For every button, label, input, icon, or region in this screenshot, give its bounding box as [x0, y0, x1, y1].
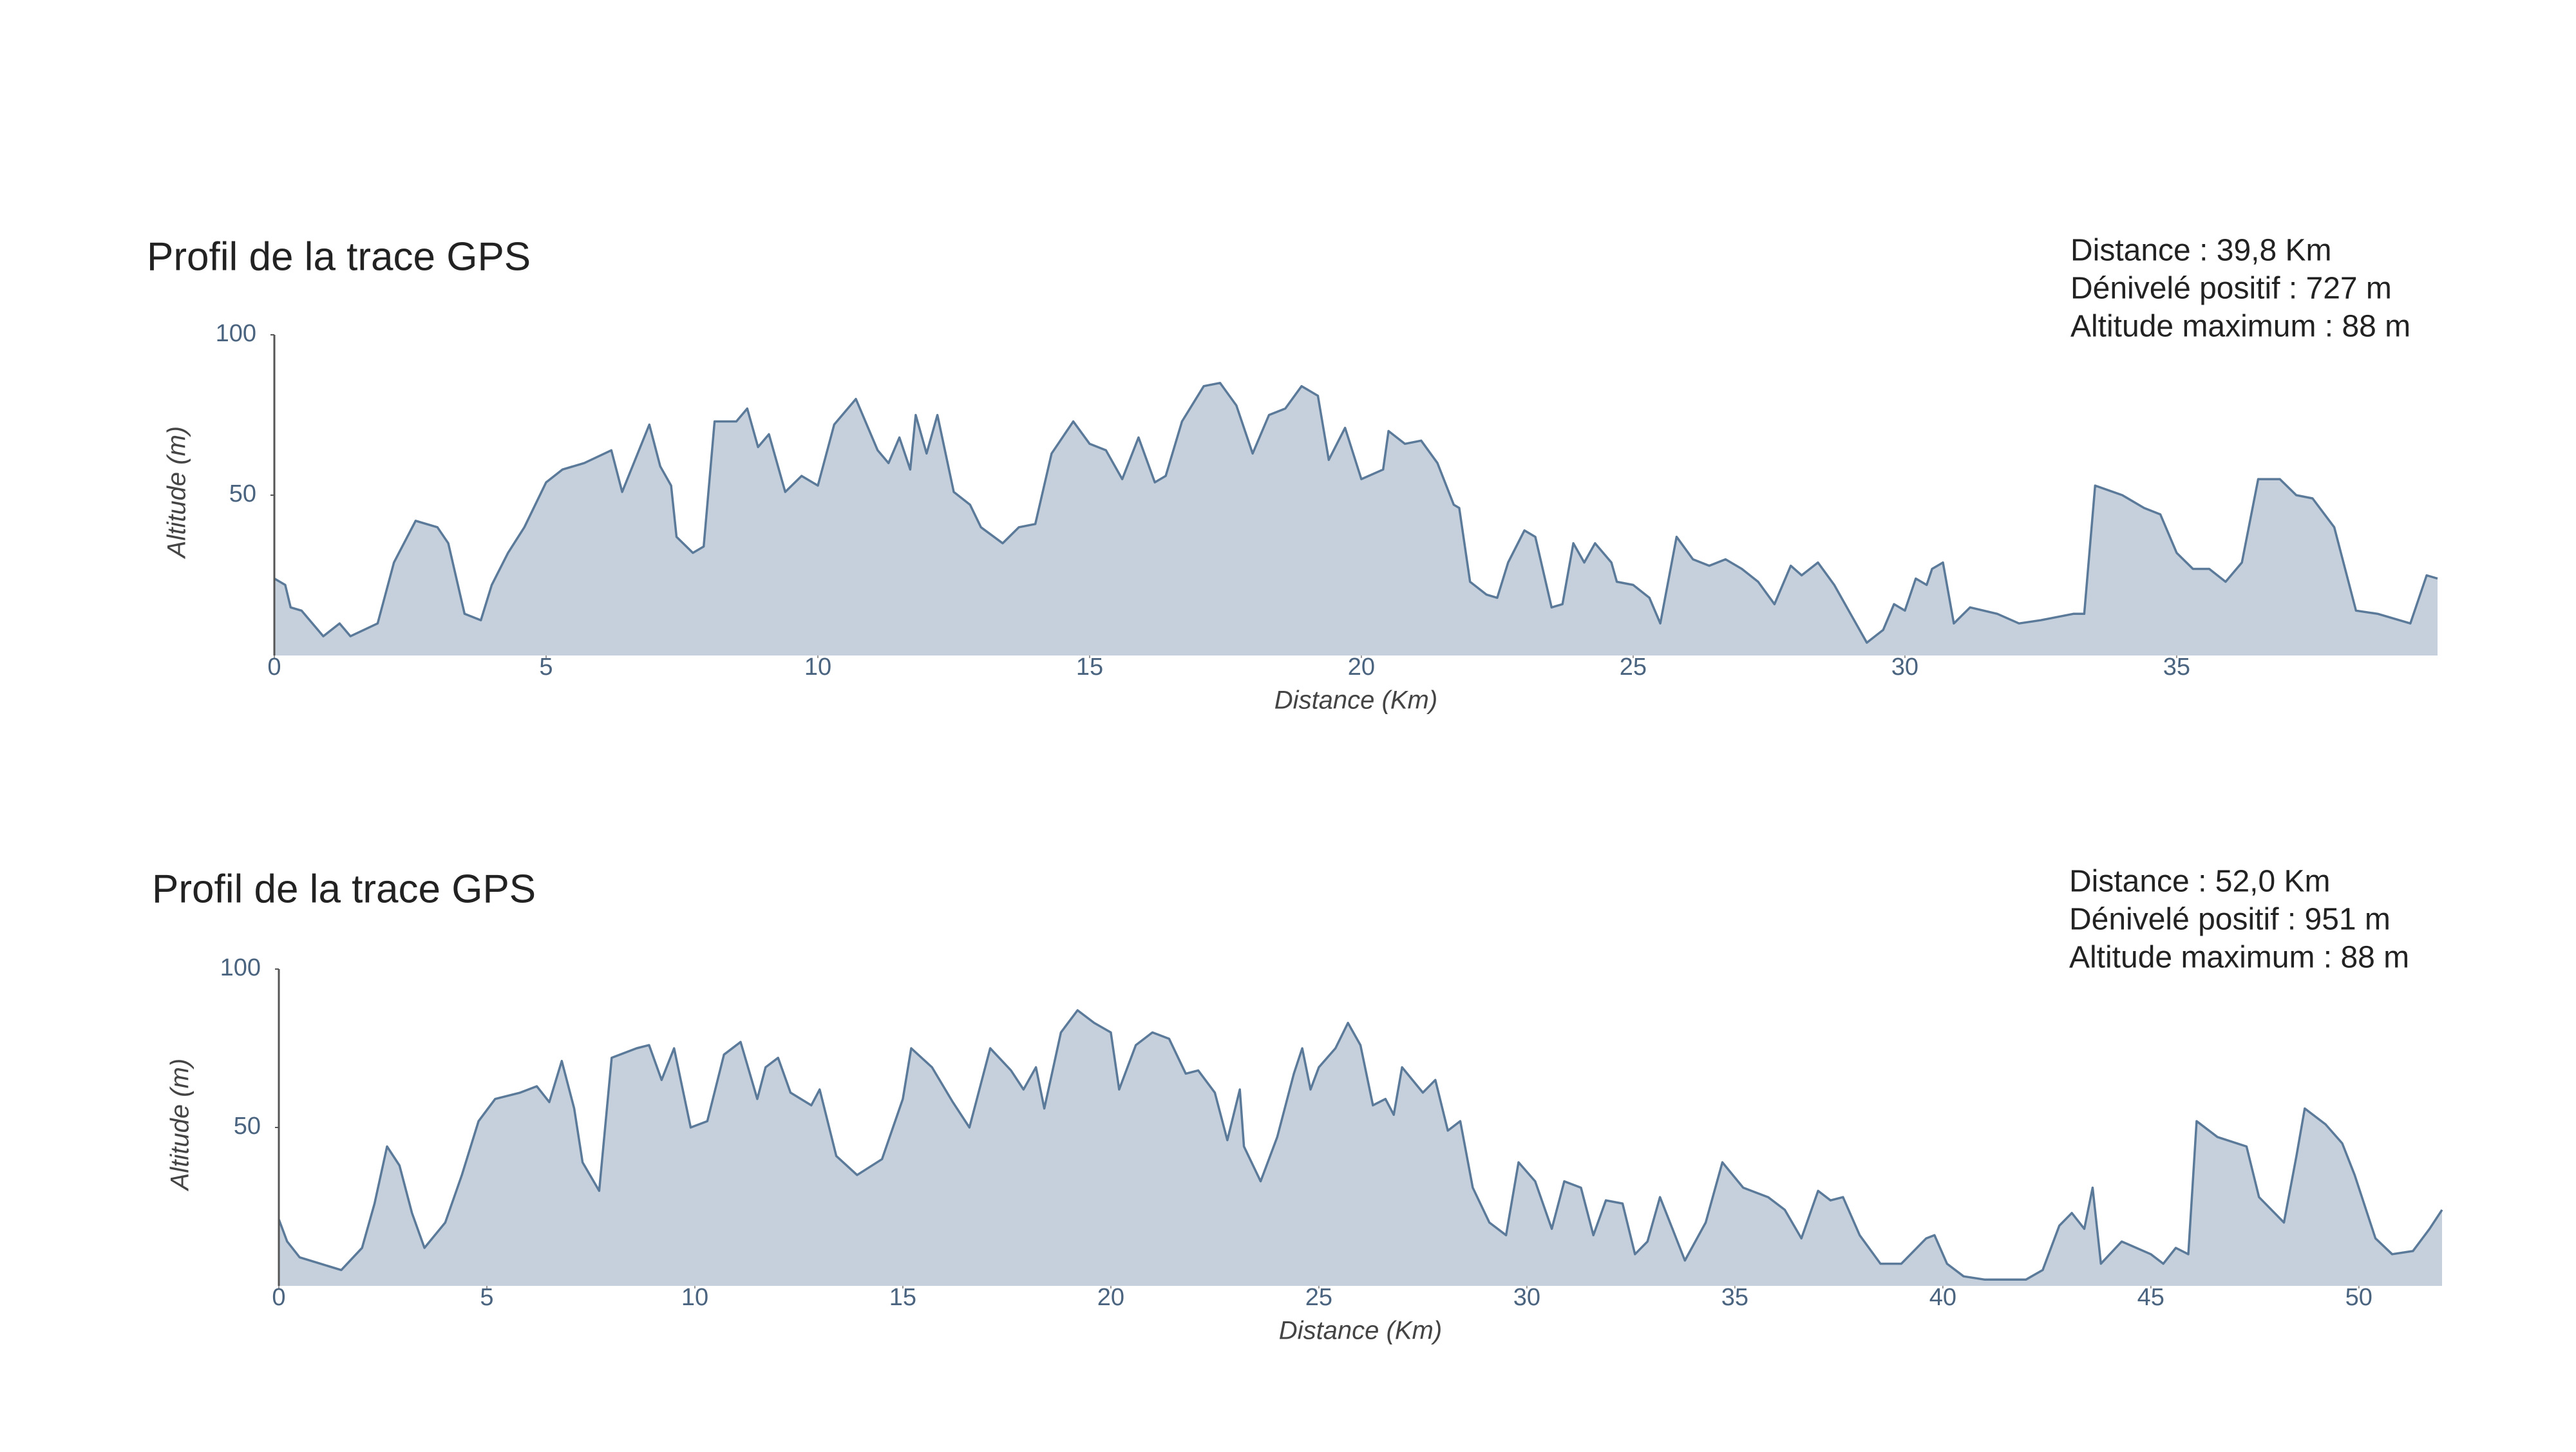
stat-line: Altitude maximum : 88 m: [2069, 941, 2409, 975]
y-tick-label: 100: [216, 320, 256, 347]
x-tick-label: 45: [2137, 1284, 2164, 1311]
x-tick-label: 25: [1620, 654, 1647, 681]
stat-line: Dénivelé positif : 951 m: [2069, 903, 2391, 937]
stat-line: Distance : 39,8 Km: [2070, 234, 2332, 268]
stat-line: Dénivelé positif : 727 m: [2070, 272, 2392, 306]
y-tick-label: 50: [229, 480, 256, 507]
x-tick-label: 25: [1305, 1284, 1332, 1311]
x-tick-label: 5: [539, 654, 553, 681]
chart: Profil de la trace GPS Distance : 52,0 Km…: [152, 865, 2443, 1345]
x-tick-label: 40: [1929, 1284, 1956, 1311]
x-axis-label: Distance (Km): [1274, 686, 1437, 715]
chart: Profil de la trace GPS Distance : 39,8 Km…: [147, 234, 2438, 715]
area-line: [278, 1009, 2443, 1281]
y-axis-label: Altitude (m): [163, 426, 191, 560]
x-tick-label: 20: [1348, 654, 1375, 681]
chart-title: Profil de la trace GPS: [152, 867, 536, 911]
y-tick-label: 100: [220, 954, 261, 981]
stat-line: Altitude maximum : 88 m: [2070, 310, 2410, 344]
x-tick-label: 35: [2163, 654, 2190, 681]
x-tick-label: 0: [267, 654, 281, 681]
area-fill: [279, 1010, 2442, 1286]
x-tick-label: 30: [1891, 654, 1918, 681]
x-tick-label: 0: [272, 1284, 285, 1311]
area-line: [274, 381, 2438, 644]
x-axis-label: Distance (Km): [1279, 1317, 1442, 1345]
chart-title: Profil de la trace GPS: [147, 234, 531, 279]
x-tick-label: 35: [1721, 1284, 1748, 1311]
stat-line: Distance : 52,0 Km: [2069, 865, 2331, 899]
x-tick-label: 10: [804, 654, 831, 681]
x-tick-label: 20: [1097, 1284, 1124, 1311]
x-tick-label: 15: [889, 1284, 916, 1311]
x-tick-label: 10: [681, 1284, 708, 1311]
y-axis-label: Altitude (m): [166, 1059, 194, 1192]
x-tick-label: 50: [2345, 1284, 2372, 1311]
area-fill: [274, 382, 2438, 655]
x-tick-label: 5: [480, 1284, 493, 1311]
y-tick-label: 50: [234, 1113, 261, 1140]
x-tick-label: 30: [1513, 1284, 1540, 1311]
x-tick-label: 15: [1076, 654, 1103, 681]
